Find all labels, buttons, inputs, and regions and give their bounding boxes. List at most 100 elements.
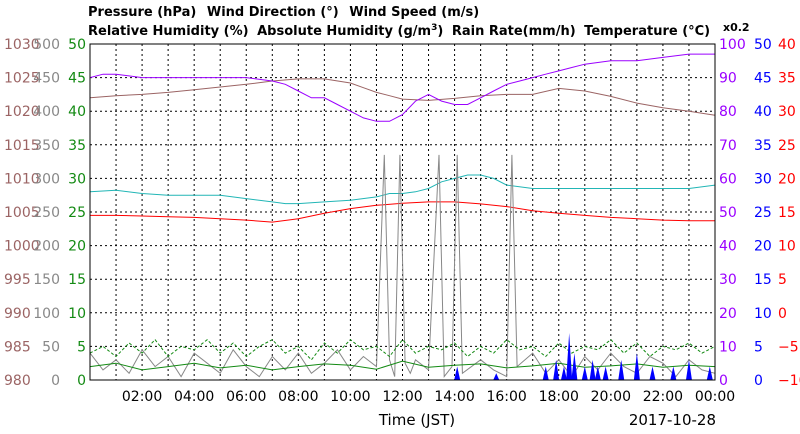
- y-tick-label-pressure: 1025: [4, 71, 40, 87]
- y-tick-label-wind-direction: 250: [33, 205, 60, 221]
- legend-row-1: Pressure (hPa) Wind Direction (°) Wind S…: [88, 5, 479, 20]
- y-tick-label-relative-humidity: 20: [719, 306, 737, 322]
- x-tick-label: 08:00: [278, 389, 318, 405]
- y-tick-label-temperature: −5: [778, 339, 799, 355]
- rain-rate-spike: [493, 373, 500, 380]
- rain-rate-spike: [566, 332, 573, 380]
- x-tick-label: 22:00: [643, 389, 683, 405]
- y-tick-label-wind-direction: 0: [51, 373, 60, 389]
- abs-humidity-factor: x0.2: [723, 21, 750, 34]
- legend-pressure: Pressure (hPa): [88, 5, 196, 20]
- x-tick-label: 00:00: [695, 389, 735, 405]
- x-tick-label: 18:00: [539, 389, 579, 405]
- y-tick-label-temperature: 40: [778, 37, 796, 53]
- y-tick-label-wind-speed: 25: [68, 205, 86, 221]
- y-tick-label-temperature: −10: [778, 373, 800, 389]
- rain-rate-spike: [618, 359, 625, 380]
- rain-rate-spike: [633, 353, 640, 380]
- y-tick-label-temperature: 25: [778, 138, 796, 154]
- y-tick-label-relative-humidity: 40: [719, 239, 737, 255]
- y-tick-label-wind-speed: 0: [77, 373, 86, 389]
- y-tick-label-pressure: 985: [4, 339, 31, 355]
- y-tick-label-relative-humidity: 90: [719, 71, 737, 87]
- y-tick-label-wind-speed: 15: [68, 272, 86, 288]
- y-tick-label-relative-humidity: 60: [719, 171, 737, 187]
- x-axis-label: Time (JST): [378, 411, 455, 429]
- y-tick-label-temperature: 30: [778, 104, 796, 120]
- y-tick-label-rain-rate: 50: [754, 37, 772, 53]
- rain-rate-spike: [571, 353, 578, 380]
- y-tick-label-wind-direction: 500: [33, 37, 60, 53]
- x-tick-label: 04:00: [174, 389, 214, 405]
- y-tick-label-relative-humidity: 50: [719, 205, 737, 221]
- x-tick-label: 10:00: [330, 389, 370, 405]
- y-tick-label-pressure: 980: [4, 373, 31, 389]
- y-tick-label-relative-humidity: 30: [719, 272, 737, 288]
- rain-rate-spike: [581, 366, 588, 380]
- y-tick-label-temperature: 5: [778, 272, 787, 288]
- series-layer: [89, 53, 716, 380]
- y-tick-label-pressure: 1010: [4, 171, 40, 187]
- x-tick-label: 06:00: [226, 389, 266, 405]
- y-tick-label-pressure: 1030: [4, 37, 40, 53]
- y-tick-label-rain-rate: 10: [754, 306, 772, 322]
- rain-rate-spike: [649, 366, 656, 380]
- grid: [90, 44, 715, 380]
- y-tick-label-pressure: 1020: [4, 104, 40, 120]
- y-tick-label-relative-humidity: 10: [719, 339, 737, 355]
- y-tick-label-rain-rate: 25: [754, 205, 772, 221]
- y-tick-label-wind-speed: 20: [68, 239, 86, 255]
- y-tick-label-wind-direction: 50: [42, 339, 60, 355]
- y-tick-label-temperature: 20: [778, 171, 796, 187]
- rain-rate-spike: [594, 366, 601, 380]
- x-tick-label: 20:00: [591, 389, 631, 405]
- axes-layer: 9809859909951000100510101015102010251030…: [4, 37, 800, 405]
- rain-rate-spike: [670, 366, 677, 380]
- y-tick-label-wind-direction: 400: [33, 104, 60, 120]
- y-tick-label-wind-direction: 200: [33, 239, 60, 255]
- x-tick-label: 12:00: [382, 389, 422, 405]
- x-tick-label: 02:00: [122, 389, 162, 405]
- legend-rain-rate: Rain Rate(mm/h): [452, 24, 576, 39]
- rain-rate-spike: [560, 366, 567, 380]
- x-tick-label: 16:00: [486, 389, 526, 405]
- y-tick-label-rain-rate: 35: [754, 138, 772, 154]
- legend-temperature: Temperature (°C): [584, 24, 710, 39]
- rain-rate-spike: [542, 366, 549, 380]
- y-tick-label-rain-rate: 30: [754, 171, 772, 187]
- y-tick-label-rain-rate: 40: [754, 104, 772, 120]
- y-tick-label-rain-rate: 20: [754, 239, 772, 255]
- rain-rate-spike: [706, 366, 713, 380]
- y-tick-label-rain-rate: 5: [754, 339, 763, 355]
- x-tick-label: 14:00: [434, 389, 474, 405]
- rain-rate-spike: [685, 359, 692, 380]
- y-tick-label-wind-direction: 100: [33, 306, 60, 322]
- y-tick-label-pressure: 1005: [4, 205, 40, 221]
- rain-rate-spike: [589, 359, 596, 380]
- y-tick-label-wind-direction: 450: [33, 71, 60, 87]
- y-tick-label-wind-speed: 40: [68, 104, 86, 120]
- y-tick-label-wind-speed: 5: [77, 339, 86, 355]
- y-tick-label-pressure: 990: [4, 306, 31, 322]
- series-wind-direction: [89, 154, 716, 379]
- plot-frame: [89, 43, 716, 381]
- y-tick-label-relative-humidity: 0: [719, 373, 728, 389]
- rain-rate-spike: [602, 366, 609, 380]
- y-tick-label-temperature: 0: [778, 306, 787, 322]
- y-tick-label-relative-humidity: 70: [719, 138, 737, 154]
- y-tick-label-wind-direction: 300: [33, 171, 60, 187]
- legend-row-2: Relative Humidity (%) Absolute Humidity …: [88, 23, 710, 39]
- y-tick-label-wind-speed: 45: [68, 71, 86, 87]
- y-tick-label-rain-rate: 0: [754, 373, 763, 389]
- y-tick-label-wind-direction: 150: [33, 272, 60, 288]
- y-tick-label-pressure: 995: [4, 272, 31, 288]
- legend-wind-direction: Wind Direction (°): [207, 5, 339, 20]
- series-relative-humidity: [89, 53, 715, 122]
- y-tick-label-wind-speed: 50: [68, 37, 86, 53]
- y-tick-label-wind-speed: 30: [68, 171, 86, 187]
- y-tick-label-temperature: 10: [778, 239, 796, 255]
- y-tick-label-temperature: 35: [778, 71, 796, 87]
- y-tick-label-wind-direction: 350: [33, 138, 60, 154]
- y-tick-label-rain-rate: 45: [754, 71, 772, 87]
